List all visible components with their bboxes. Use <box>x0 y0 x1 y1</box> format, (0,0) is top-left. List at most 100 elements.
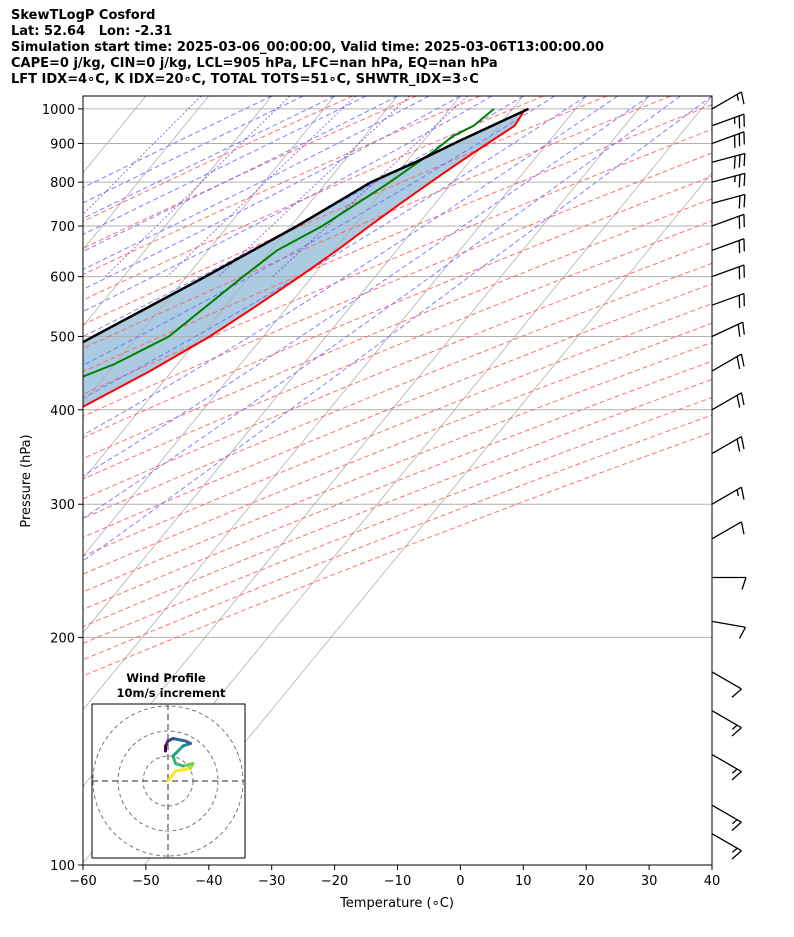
dry-adiabat <box>83 96 671 350</box>
mixing-ratio-line <box>166 96 356 277</box>
x-tick-label: 20 <box>578 874 595 889</box>
x-tick-label: −10 <box>384 874 411 889</box>
x-tick-label: 0 <box>456 874 464 889</box>
parcel-line <box>83 107 530 344</box>
barb-half-feather <box>731 819 738 825</box>
barb-feather <box>743 153 746 167</box>
wind-barb <box>711 172 746 188</box>
dry-adiabat <box>83 341 712 593</box>
cape-fill <box>83 108 529 407</box>
moist-adiabat <box>83 96 524 338</box>
hodograph-segment <box>171 737 187 743</box>
dewpoint-line <box>83 108 495 378</box>
barb-feather <box>736 438 741 452</box>
wind-barb <box>711 213 745 229</box>
wind-barb <box>711 238 745 254</box>
wind-barb <box>711 353 745 372</box>
x-tick-label: 10 <box>515 874 532 889</box>
x-tick-label: −50 <box>132 874 159 889</box>
barb-half-feather <box>731 768 738 774</box>
indices-line: LFT IDX=4∘C, K IDX=20∘C, TOTAL TOTS=51∘C… <box>11 72 479 87</box>
wind-barb <box>712 576 747 590</box>
dry-adiabat <box>83 198 712 460</box>
dry-adiabat <box>83 128 712 395</box>
barb-feather <box>743 194 746 208</box>
barb-feather <box>743 173 746 187</box>
location-line: Lat: 52.64 Lon: -2.31 <box>11 24 173 39</box>
barb-feather <box>740 353 745 367</box>
barb-half-feather <box>731 847 738 853</box>
dry-adiabat <box>83 431 712 677</box>
isotherm-line <box>83 96 398 481</box>
hodograph-segment <box>171 744 185 758</box>
wind-barbs <box>711 91 747 860</box>
barb-feather <box>731 821 742 832</box>
moist-adiabat <box>83 96 430 271</box>
x-tick-label: −20 <box>321 874 348 889</box>
dry-adiabat <box>83 96 417 249</box>
cape-area <box>83 108 529 407</box>
wind-barb <box>711 753 742 781</box>
wind-barb <box>711 804 742 832</box>
hodograph-subtitle: 10m/s increment <box>117 686 226 700</box>
wind-barb <box>711 486 745 505</box>
wind-barb <box>711 671 742 698</box>
y-axis-title: Pressure (hPa) <box>19 434 34 527</box>
moist-adiabats <box>83 96 712 562</box>
plot-content <box>0 96 712 865</box>
barb-feather <box>731 771 742 781</box>
barb-feather <box>738 195 741 209</box>
wind-barb <box>711 131 745 148</box>
hodograph-plot <box>92 704 245 858</box>
isotherm-line <box>83 96 524 634</box>
barb-staff <box>711 521 742 540</box>
y-tick-label: 300 <box>50 498 75 513</box>
barb-half-feather <box>731 724 738 730</box>
chart-title: SkewTLogP Cosford <box>11 8 156 23</box>
x-tick-label: −30 <box>258 874 285 889</box>
wind-barb <box>711 436 745 455</box>
moist-adiabat <box>83 96 272 189</box>
wind-barb <box>711 152 746 169</box>
barb-feather <box>736 356 741 370</box>
stability-line: CAPE=0 j/kg, CIN=0 j/kg, LCL=905 hPa, LF… <box>11 56 498 71</box>
moist-adiabat <box>83 96 304 204</box>
hodograph-segment <box>166 769 177 783</box>
y-tick-label: 700 <box>50 220 75 235</box>
isobar-gridlines <box>83 108 712 865</box>
y-tick-label: 500 <box>50 330 75 345</box>
y-tick-label: 100 <box>50 859 75 874</box>
moist-adiabat <box>83 96 587 399</box>
moist-adiabat <box>83 96 367 236</box>
barb-half-feather <box>736 94 740 101</box>
y-tick-label: 1000 <box>42 103 75 118</box>
moist-adiabat <box>83 96 335 219</box>
sounding-profiles <box>83 107 530 408</box>
y-tick-label: 200 <box>50 631 75 646</box>
temperature-line <box>83 108 527 408</box>
barb-feather <box>740 91 745 105</box>
x-tick-label: −40 <box>195 874 222 889</box>
isotherm-line <box>0 96 20 865</box>
moist-adiabat <box>83 96 712 562</box>
hodograph-title: Wind Profile <box>126 671 206 685</box>
x-axis-title: Temperature (∘C) <box>339 896 454 911</box>
barb-feather <box>738 174 741 188</box>
chart-header: SkewTLogP Cosford Lat: 52.64 Lon: -2.31 … <box>11 8 604 88</box>
wind-barb <box>711 113 745 129</box>
wind-barb <box>711 193 746 209</box>
mixing-ratio-line <box>217 96 410 277</box>
y-tick-label: 900 <box>50 137 75 152</box>
hodograph-inset: Wind Profile 10m/s increment <box>91 671 246 859</box>
barb-feather <box>738 154 741 168</box>
y-tick-label: 800 <box>50 176 75 191</box>
dry-adiabat <box>83 96 544 301</box>
barb-feather <box>740 487 745 500</box>
isotherm-line <box>83 96 273 327</box>
wind-barb <box>711 264 745 280</box>
moist-adiabat <box>83 96 681 520</box>
mixing-ratio-line <box>83 96 202 216</box>
barb-staff <box>711 671 742 690</box>
wind-barb <box>711 833 742 860</box>
